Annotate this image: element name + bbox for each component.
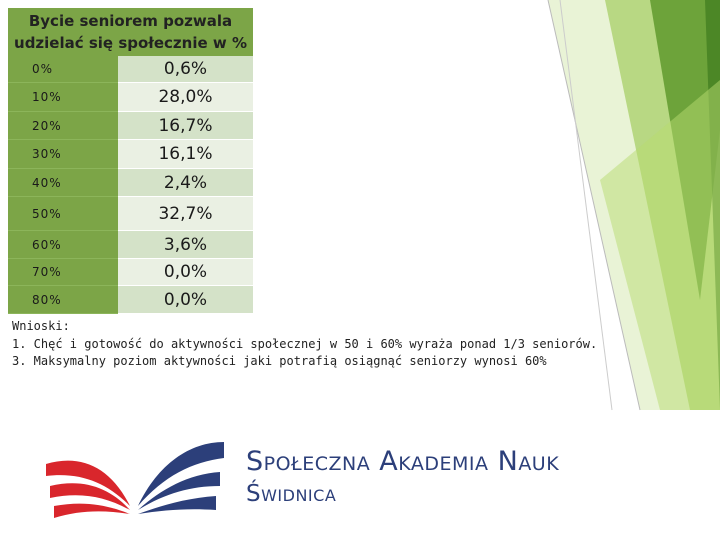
percentage-cell: 28,0% — [118, 83, 253, 112]
percentage-cell: 3,6% — [118, 231, 253, 259]
activity-level-cell: 0% — [8, 56, 118, 83]
activity-level-cell: 10% — [8, 83, 118, 112]
table-row: 50% 32,7% — [8, 197, 253, 231]
table-row: 30% 16,1% — [8, 140, 253, 169]
book-logo-icon — [46, 442, 224, 518]
percentage-cell: 16,1% — [118, 140, 253, 169]
table-body: 0% 0,6% 10% 28,0% 20% 16,7% 30% 16,1% 40% 2,4% 50%… — [8, 56, 253, 314]
results-table: Bycie seniorem pozwala udzielać się społ… — [8, 8, 253, 314]
activity-level-cell: 80% — [8, 286, 118, 314]
table-row: 80% 0,0% — [8, 286, 253, 314]
academy-city: Świdnica — [246, 481, 337, 507]
academy-name: Społeczna Akademia Nauk — [246, 446, 560, 477]
table-row: 10% 28,0% — [8, 83, 253, 112]
percentage-cell: 16,7% — [118, 112, 253, 140]
conclusion-1: 1. Chęć i gotowość do aktywności społecz… — [12, 336, 598, 351]
conclusions-heading: Wnioski: — [12, 319, 70, 333]
activity-level-cell: 40% — [8, 169, 118, 197]
percentage-cell: 32,7% — [118, 197, 253, 231]
conclusion-2: 3. Maksymalny poziom aktywności jaki pot… — [12, 354, 547, 368]
table-title-line2: udzielać się społecznie w % — [14, 34, 247, 52]
percentage-cell: 0,6% — [118, 56, 253, 83]
conclusions: Wnioski: 1. Chęć i gotowość do aktywnośc… — [12, 318, 652, 371]
table-row: 60% 3,6% — [8, 231, 253, 259]
table-header: Bycie seniorem pozwala udzielać się społ… — [8, 8, 253, 56]
activity-level-cell: 20% — [8, 112, 118, 140]
activity-level-cell: 60% — [8, 231, 118, 259]
percentage-cell: 0,0% — [118, 259, 253, 286]
table-title-line1: Bycie seniorem pozwala — [28, 12, 233, 30]
activity-level-cell: 50% — [8, 197, 118, 231]
academy-logo-text: Społeczna Akademia Nauk Świdnica — [246, 446, 559, 507]
activity-level-cell: 30% — [8, 140, 118, 169]
activity-level-cell: 70% — [8, 259, 118, 286]
table-row: 40% 2,4% — [8, 169, 253, 197]
percentage-cell: 0,0% — [118, 286, 253, 314]
table-row: 0% 0,6% — [8, 56, 253, 83]
percentage-cell: 2,4% — [118, 169, 253, 197]
table-row: 20% 16,7% — [8, 112, 253, 140]
table-row: 70% 0,0% — [8, 259, 253, 286]
